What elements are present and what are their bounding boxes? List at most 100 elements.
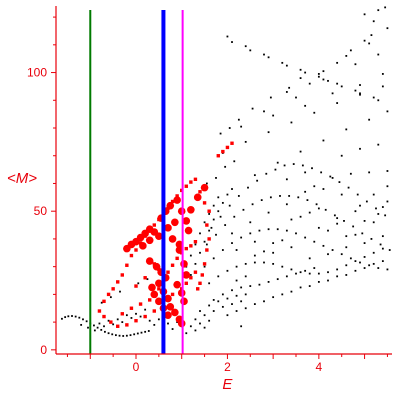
data-point-s1-50 (170, 263, 175, 267)
data-point-s1-39 (125, 323, 129, 327)
data-point-s0-121 (283, 164, 286, 167)
data-point-s0-149 (352, 225, 355, 228)
data-point-s0-319 (251, 107, 254, 110)
data-point-s0-230 (203, 221, 206, 224)
data-point-s0-214 (203, 314, 206, 317)
data-point-s0-189 (336, 268, 339, 271)
data-point-s0-263 (267, 211, 270, 214)
data-point-s0-114 (219, 215, 222, 218)
data-point-s2-8 (145, 236, 154, 245)
data-point-s0-275 (327, 253, 329, 256)
data-point-s0-56 (299, 68, 302, 71)
data-point-s0-71 (272, 114, 275, 117)
data-point-s0-15 (114, 334, 117, 337)
data-point-s0-124 (311, 167, 313, 170)
data-point-s0-145 (315, 203, 318, 206)
data-point-s0-247 (308, 211, 311, 214)
data-point-s1-45 (138, 302, 143, 306)
data-point-s1-40 (134, 319, 138, 323)
data-point-s1-5 (125, 263, 129, 267)
data-point-s0-235 (194, 262, 197, 265)
data-point-s0-50 (137, 282, 140, 285)
data-point-s0-301 (386, 170, 389, 172)
data-point-s0-201 (267, 281, 270, 283)
data-point-s0-157 (231, 242, 233, 244)
data-point-s1-64 (143, 276, 147, 280)
data-point-s0-165 (304, 236, 307, 239)
data-point-s0-224 (203, 326, 206, 329)
data-point-s0-96 (370, 34, 373, 37)
data-point-s1-25 (198, 190, 202, 194)
data-point-s0-79 (354, 63, 357, 66)
data-point-s0-241 (221, 201, 224, 204)
data-point-s0-101 (313, 111, 316, 114)
data-point-s0-277 (363, 242, 366, 244)
data-point-s0-222 (185, 332, 188, 335)
data-point-s0-193 (372, 251, 375, 254)
data-point-s0-254 (281, 239, 284, 242)
data-point-s0-117 (247, 186, 249, 189)
data-point-s0-54 (263, 53, 265, 56)
data-point-s0-37 (139, 315, 142, 318)
data-point-s0-147 (333, 214, 336, 217)
data-point-s1-19 (189, 180, 193, 184)
data-point-s0-257 (336, 222, 339, 225)
data-point-s0-141 (279, 195, 281, 197)
data-point-s0-152 (379, 243, 382, 246)
data-point-s2-9 (155, 232, 163, 240)
data-point-s0-108 (299, 150, 302, 153)
data-point-s0-0 (61, 317, 63, 320)
data-point-s1-35 (97, 309, 102, 313)
data-point-s1-55 (193, 239, 198, 244)
data-point-s0-211 (235, 294, 238, 297)
data-point-s1-33 (198, 281, 202, 285)
data-point-s1-43 (120, 312, 124, 316)
data-point-s1-20 (193, 177, 198, 182)
data-point-s0-60 (372, 96, 375, 99)
data-point-s0-154 (203, 265, 206, 268)
data-point-s0-23 (144, 330, 147, 333)
data-point-s0-90 (363, 13, 366, 16)
data-point-s0-194 (381, 247, 384, 250)
data-point-s0-204 (295, 272, 297, 275)
data-point-s0-192 (363, 256, 366, 258)
data-point-s0-292 (345, 274, 348, 276)
data-point-s0-98 (244, 140, 247, 143)
data-point-s1-7 (134, 248, 138, 252)
data-point-s0-21 (136, 332, 139, 335)
data-point-s0-203 (285, 275, 288, 278)
data-point-s0-133 (205, 243, 208, 246)
data-point-s0-87 (363, 39, 366, 42)
data-point-s0-282 (253, 303, 256, 305)
data-point-s0-217 (231, 303, 233, 305)
data-point-s0-159 (249, 232, 252, 235)
data-point-s0-298 (331, 177, 334, 179)
data-point-s0-39 (148, 319, 151, 322)
data-point-s0-223 (194, 329, 197, 332)
data-point-s1-59 (184, 281, 188, 285)
data-point-s0-206 (313, 267, 316, 269)
data-point-s0-9 (93, 324, 95, 327)
y-tick-label-0: 0 (40, 343, 47, 357)
data-point-s0-245 (272, 242, 275, 244)
data-point-s0-240 (217, 210, 220, 213)
data-point-s0-238 (208, 229, 211, 232)
data-point-s0-105 (231, 188, 233, 190)
data-point-s2-10 (164, 224, 172, 232)
data-point-s0-62 (249, 49, 252, 52)
data-point-s2-39 (175, 240, 184, 249)
data-point-s0-17 (122, 335, 125, 337)
data-point-s0-116 (237, 195, 240, 197)
data-point-s0-266 (322, 188, 325, 190)
data-point-s0-216 (221, 305, 224, 308)
data-point-s0-44 (171, 328, 174, 330)
data-point-s0-248 (327, 229, 329, 232)
data-point-s0-297 (313, 185, 316, 188)
data-point-s0-38 (144, 308, 147, 311)
data-point-s2-15 (173, 196, 181, 204)
data-point-s0-237 (203, 240, 206, 243)
data-point-s0-246 (290, 218, 293, 221)
data-point-s0-107 (276, 161, 279, 164)
data-point-s0-213 (194, 318, 197, 321)
